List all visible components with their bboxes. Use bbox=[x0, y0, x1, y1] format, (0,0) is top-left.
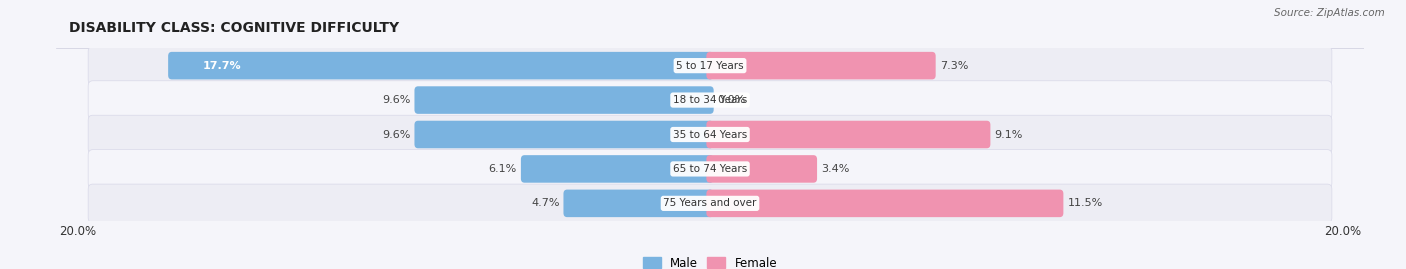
Text: 20.0%: 20.0% bbox=[59, 225, 97, 238]
Text: 9.6%: 9.6% bbox=[382, 95, 411, 105]
Text: 35 to 64 Years: 35 to 64 Years bbox=[673, 129, 747, 140]
Text: 0.0%: 0.0% bbox=[717, 95, 745, 105]
FancyBboxPatch shape bbox=[89, 46, 1331, 85]
Text: 65 to 74 Years: 65 to 74 Years bbox=[673, 164, 747, 174]
FancyBboxPatch shape bbox=[89, 184, 1331, 223]
FancyBboxPatch shape bbox=[706, 155, 817, 183]
Text: 9.1%: 9.1% bbox=[994, 129, 1022, 140]
Text: 7.3%: 7.3% bbox=[939, 61, 967, 71]
FancyBboxPatch shape bbox=[89, 81, 1331, 119]
FancyBboxPatch shape bbox=[520, 155, 714, 183]
FancyBboxPatch shape bbox=[415, 86, 714, 114]
Text: 11.5%: 11.5% bbox=[1067, 198, 1102, 208]
Text: 6.1%: 6.1% bbox=[489, 164, 517, 174]
Text: 75 Years and over: 75 Years and over bbox=[664, 198, 756, 208]
Text: 18 to 34 Years: 18 to 34 Years bbox=[673, 95, 747, 105]
FancyBboxPatch shape bbox=[89, 150, 1331, 188]
FancyBboxPatch shape bbox=[89, 115, 1331, 154]
Text: 20.0%: 20.0% bbox=[1323, 225, 1361, 238]
FancyBboxPatch shape bbox=[706, 52, 935, 79]
FancyBboxPatch shape bbox=[564, 190, 714, 217]
Text: 4.7%: 4.7% bbox=[531, 198, 560, 208]
FancyBboxPatch shape bbox=[706, 190, 1063, 217]
Legend: Male, Female: Male, Female bbox=[643, 257, 778, 269]
Text: 5 to 17 Years: 5 to 17 Years bbox=[676, 61, 744, 71]
FancyBboxPatch shape bbox=[415, 121, 714, 148]
FancyBboxPatch shape bbox=[706, 121, 990, 148]
Text: Source: ZipAtlas.com: Source: ZipAtlas.com bbox=[1274, 8, 1385, 18]
Text: DISABILITY CLASS: COGNITIVE DIFFICULTY: DISABILITY CLASS: COGNITIVE DIFFICULTY bbox=[69, 21, 399, 35]
Text: 17.7%: 17.7% bbox=[202, 61, 240, 71]
FancyBboxPatch shape bbox=[169, 52, 714, 79]
Text: 9.6%: 9.6% bbox=[382, 129, 411, 140]
Text: 3.4%: 3.4% bbox=[821, 164, 849, 174]
